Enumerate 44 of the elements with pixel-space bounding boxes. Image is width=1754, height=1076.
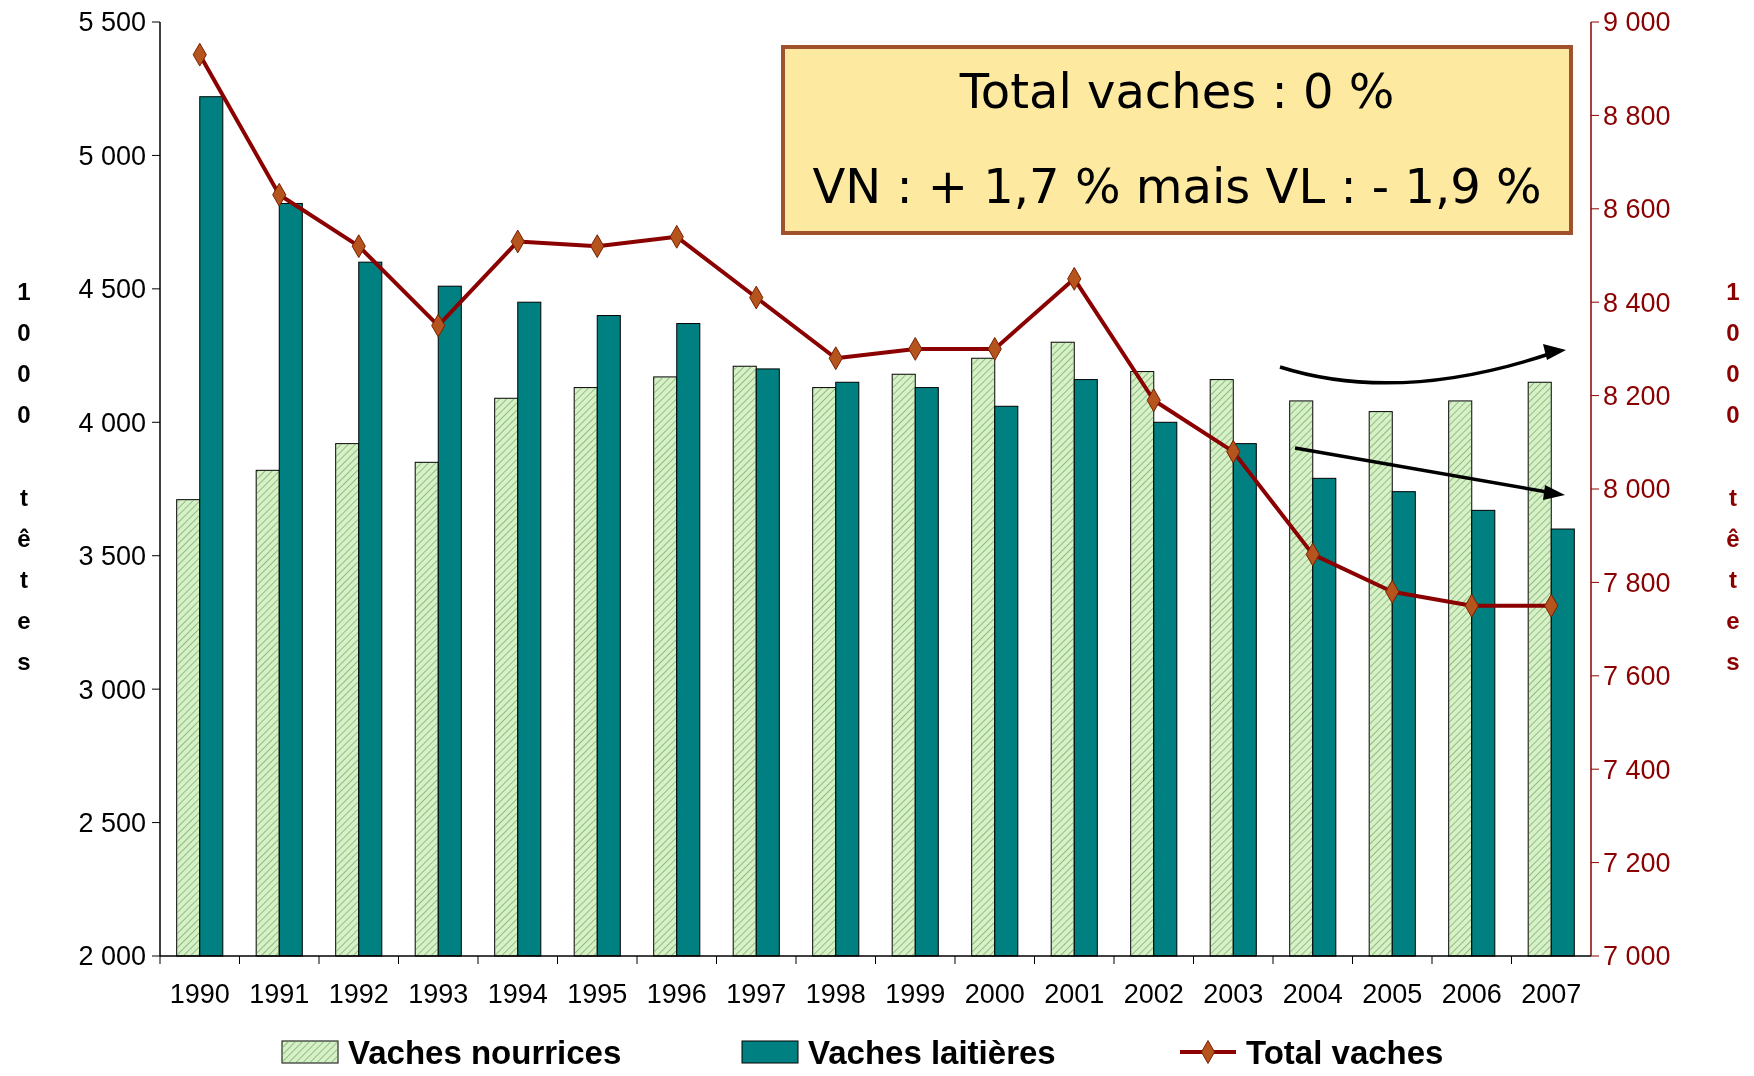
legend-label: Vaches nourrices xyxy=(348,1033,622,1071)
y-tick-label: 4 500 xyxy=(78,274,146,305)
text: 1000 têtes xyxy=(17,278,31,676)
x-tick-label: 1996 xyxy=(646,979,707,1009)
x-tick-label: 2007 xyxy=(1521,979,1582,1009)
y-tick-label: 3 500 xyxy=(78,541,146,572)
x-tick-label: 1994 xyxy=(487,979,548,1009)
x-tick-label: 1998 xyxy=(805,979,866,1009)
x-tick-label: 2001 xyxy=(1044,979,1105,1009)
x-tick-label: 2000 xyxy=(964,979,1025,1009)
x-tick-label: 1992 xyxy=(328,979,389,1009)
y2-tick-label: 8 000 xyxy=(1603,474,1671,505)
y-tick-label: 5 500 xyxy=(78,7,146,38)
annotation: VN : + 1,7 % mais VL : - 1,9 % xyxy=(812,158,1542,214)
x-tick-label: 1991 xyxy=(249,979,310,1009)
y2-tick-label: 8 400 xyxy=(1603,287,1671,318)
text: 1000 têtes xyxy=(1726,278,1740,676)
x-tick-label: 1999 xyxy=(885,979,946,1009)
legend-label: Vaches laitières xyxy=(808,1033,1056,1071)
x-tick-label: 1995 xyxy=(567,979,628,1009)
x-tick-label: 1990 xyxy=(169,979,230,1009)
y2-tick-label: 7 600 xyxy=(1603,661,1671,692)
x-tick-label: 2005 xyxy=(1362,979,1423,1009)
annotation: Total vaches : 0 % xyxy=(958,63,1395,119)
x-tick-label: 1993 xyxy=(408,979,469,1009)
legend-label: Total vaches xyxy=(1246,1033,1444,1071)
y-tick-label: 3 000 xyxy=(78,674,146,705)
x-tick-label: 2004 xyxy=(1282,979,1343,1009)
y2-tick-label: 8 800 xyxy=(1603,100,1671,131)
x-tick-label: 2006 xyxy=(1441,979,1502,1009)
x-tick-label: 2003 xyxy=(1203,979,1264,1009)
x-tick-label: 1997 xyxy=(726,979,787,1009)
y2-tick-label: 7 800 xyxy=(1603,567,1671,598)
y2-tick-label: 7 400 xyxy=(1603,754,1671,785)
y2-tick-label: 8 200 xyxy=(1603,381,1671,412)
y2-tick-label: 7 200 xyxy=(1603,848,1671,879)
y2-tick-label: 8 600 xyxy=(1603,194,1671,225)
y-tick-label: 2 500 xyxy=(78,808,146,839)
y-tick-label: 4 000 xyxy=(78,407,146,438)
y-tick-label: 5 000 xyxy=(78,140,146,171)
y2-tick-label: 7 000 xyxy=(1603,941,1671,972)
y2-tick-label: 9 000 xyxy=(1603,7,1671,38)
x-tick-label: 2002 xyxy=(1123,979,1184,1009)
y-tick-label: 2 000 xyxy=(78,941,146,972)
